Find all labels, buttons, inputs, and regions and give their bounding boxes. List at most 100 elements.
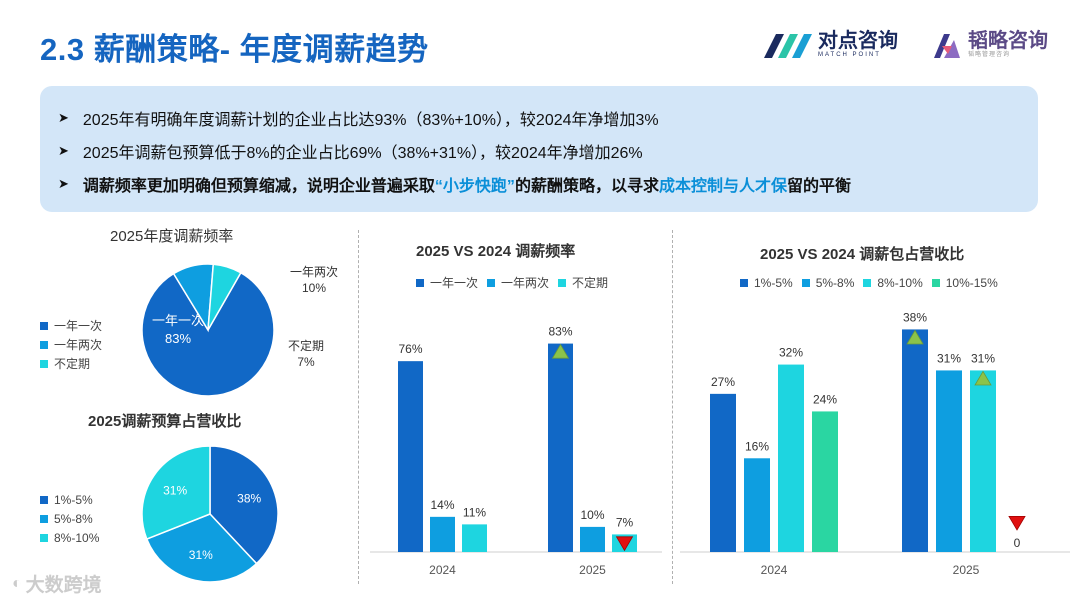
pie-slice-label: 一年一次	[152, 313, 204, 328]
bar	[548, 343, 573, 552]
legend-label: 一年一次	[430, 276, 479, 290]
bar	[580, 526, 605, 552]
pie2-title: 2025调薪预算占营收比	[88, 413, 242, 430]
pie2-legend-item: 1%-5%	[40, 490, 99, 509]
logo1-sub: MATCH POINT	[818, 52, 881, 58]
bar2-legend-item: 1%-5%	[740, 276, 793, 290]
bar	[744, 458, 770, 552]
pie1-title: 2025年度调薪频率	[110, 228, 234, 245]
bar2-chart: 27% 16% 32% 24% 2024 38% 31% 31% 0 2025	[680, 310, 1070, 577]
taolue-logo-icon	[934, 34, 960, 58]
legend-swatch	[40, 533, 48, 542]
pie-slice-value: 7%	[297, 355, 315, 369]
watermark-icon: ◐	[12, 574, 22, 592]
pie-slice-label: 一年两次	[290, 265, 338, 279]
bullet-arrow-icon: ➤	[58, 143, 69, 158]
summary-bullet-2: ➤ 2025年调薪包预算低于8%的企业占比69%（38%+31%），较2024年…	[58, 139, 643, 163]
pie1-chart: 一年一次 83% 一年两次 10% 不定期 7%	[141, 263, 338, 397]
legend-label: 一年两次	[501, 276, 550, 290]
logo2-sub: 韬略管理咨询	[968, 52, 1011, 58]
bar	[812, 411, 838, 552]
legend-label: 一年两次	[54, 338, 103, 352]
pie-slice-value: 31%	[163, 483, 187, 497]
pie-slice	[141, 445, 211, 541]
legend-label: 1%-5%	[54, 492, 93, 507]
legend-swatch	[487, 278, 496, 287]
pie-slice-value: 31%	[189, 548, 213, 562]
match-point-logo-icon	[764, 34, 812, 58]
legend-label: 一年一次	[54, 319, 103, 333]
summary-highlight-2: 成本控制与人才保	[658, 178, 787, 195]
divider-2	[672, 230, 673, 584]
divider-1	[358, 230, 359, 584]
pie-slice	[141, 271, 275, 397]
legend-swatch	[40, 495, 48, 504]
bullet-arrow-icon: ➤	[58, 110, 69, 125]
bar	[778, 364, 804, 552]
bar	[462, 524, 487, 552]
legend-swatch	[40, 514, 48, 523]
bar	[398, 361, 423, 552]
legend-label: 8%-10%	[877, 276, 923, 290]
bar-value-label: 24%	[813, 392, 837, 406]
watermark: ◐ 大数跨境	[12, 570, 102, 597]
summary-text-3b: 的薪酬策略，以寻求	[514, 178, 659, 195]
pie1-legend-item: 不定期	[40, 354, 102, 373]
x-tick-label: 2025	[953, 563, 980, 577]
match-point-logo: 对点咨询 MATCH POINT	[762, 30, 898, 60]
bar-value-label: 11%	[463, 505, 486, 519]
legend-label: 8%-10%	[54, 530, 100, 545]
down-triangle-icon	[1008, 515, 1026, 531]
summary-text-2: 2025年调薪包预算低于8%的企业占比69%（38%+31%），较2024年净增…	[82, 145, 643, 162]
logo1-name: 对点咨询	[818, 30, 898, 52]
bar2-legend: 1%-5% 5%-8% 8%-10% 10%-15%	[740, 276, 1007, 290]
x-tick-label: 2024	[429, 563, 456, 577]
pie2-chart: 38% 31% 31%	[141, 445, 279, 583]
legend-swatch	[40, 359, 48, 368]
bar-value-label: 76%	[398, 342, 422, 356]
legend-label: 不定期	[572, 276, 609, 290]
bar-value-label: 32%	[779, 346, 803, 360]
legend-label: 5%-8%	[54, 511, 93, 526]
up-triangle-icon	[906, 329, 924, 345]
summary-text-1: 2025年有明确年度调薪计划的企业占比达93%（83%+10%），较2024年净…	[82, 112, 659, 129]
bar-value-label: 16%	[745, 439, 769, 453]
up-triangle-icon	[551, 343, 570, 359]
bar-value-label: 14%	[430, 498, 454, 512]
pie-slice-value: 10%	[302, 281, 326, 295]
bar-value-label: 38%	[903, 310, 927, 324]
bar2-legend-item: 10%-15%	[931, 276, 998, 290]
bar	[430, 516, 455, 552]
legend-swatch	[863, 279, 872, 287]
bar-value-label: 31%	[937, 351, 961, 365]
page-title: 2.3 薪酬策略- 年度调薪趋势	[40, 32, 429, 67]
summary-bullet-1: ➤ 2025年有明确年度调薪计划的企业占比达93%（83%+10%），较2024…	[58, 106, 659, 130]
legend-label: 10%-15%	[945, 276, 998, 290]
bar-value-label: 83%	[548, 325, 572, 339]
bar	[710, 393, 736, 552]
pie-slice-value: 83%	[165, 331, 191, 346]
bar1-legend: 一年一次 一年两次 不定期	[416, 274, 617, 291]
pie2-legend-item: 8%-10%	[40, 528, 99, 547]
watermark-text: 大数跨境	[25, 575, 102, 596]
pie-slice	[145, 513, 258, 583]
pie1-legend: 一年一次 一年两次 不定期	[40, 316, 102, 373]
bar1-legend-item: 不定期	[558, 274, 608, 291]
summary-bullet-3: ➤ 调薪频率更加明确但预算缩减，说明企业普遍采取 “小步快跑” 的薪酬策略，以寻…	[58, 172, 851, 196]
bar1-title: 2025 VS 2024 调薪频率	[416, 243, 576, 260]
bar2-legend-item: 5%-8%	[801, 276, 854, 290]
x-tick-label: 2025	[579, 563, 606, 577]
legend-label: 不定期	[54, 357, 91, 371]
summary-box: ➤ 2025年有明确年度调薪计划的企业占比达93%（83%+10%），较2024…	[40, 86, 1038, 212]
pie-slice-value: 38%	[237, 491, 261, 505]
bar	[936, 370, 962, 552]
bar-value-label: 10%	[580, 508, 604, 522]
summary-text-3a: 调薪频率更加明确但预算缩减，说明企业普遍采取	[82, 178, 435, 195]
legend-swatch	[740, 279, 748, 287]
legend-swatch	[40, 321, 48, 330]
bar-value-label: 31%	[971, 351, 995, 365]
pie2-legend-item: 5%-8%	[40, 509, 99, 528]
bar1-chart: 76% 14% 11% 2024 83% 10% 7% 2025	[370, 325, 662, 577]
bar1-legend-item: 一年一次	[416, 274, 478, 291]
pie-slice-label: 不定期	[288, 338, 324, 353]
